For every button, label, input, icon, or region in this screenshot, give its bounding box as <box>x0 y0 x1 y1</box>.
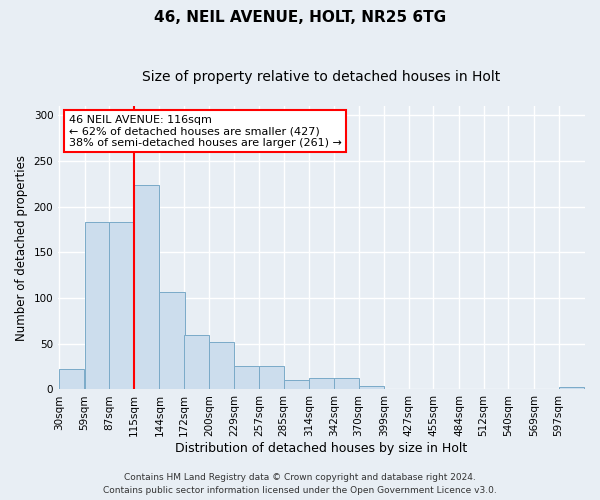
Bar <box>59 370 84 390</box>
Bar <box>85 222 110 390</box>
Bar <box>284 380 309 390</box>
Bar <box>334 378 359 390</box>
Bar <box>559 386 584 390</box>
Bar <box>160 292 185 390</box>
Bar <box>384 388 409 390</box>
Bar <box>235 366 259 390</box>
Bar <box>184 334 209 390</box>
Bar <box>209 342 234 390</box>
Text: 46 NEIL AVENUE: 116sqm
← 62% of detached houses are smaller (427)
38% of semi-de: 46 NEIL AVENUE: 116sqm ← 62% of detached… <box>69 114 341 148</box>
Title: Size of property relative to detached houses in Holt: Size of property relative to detached ho… <box>142 70 501 84</box>
Text: 46, NEIL AVENUE, HOLT, NR25 6TG: 46, NEIL AVENUE, HOLT, NR25 6TG <box>154 10 446 25</box>
Bar <box>309 378 334 390</box>
Y-axis label: Number of detached properties: Number of detached properties <box>15 154 28 340</box>
Bar <box>134 184 159 390</box>
Text: Contains HM Land Registry data © Crown copyright and database right 2024.
Contai: Contains HM Land Registry data © Crown c… <box>103 474 497 495</box>
Bar <box>359 386 383 390</box>
Bar <box>259 366 284 390</box>
X-axis label: Distribution of detached houses by size in Holt: Distribution of detached houses by size … <box>175 442 468 455</box>
Bar <box>109 222 134 390</box>
